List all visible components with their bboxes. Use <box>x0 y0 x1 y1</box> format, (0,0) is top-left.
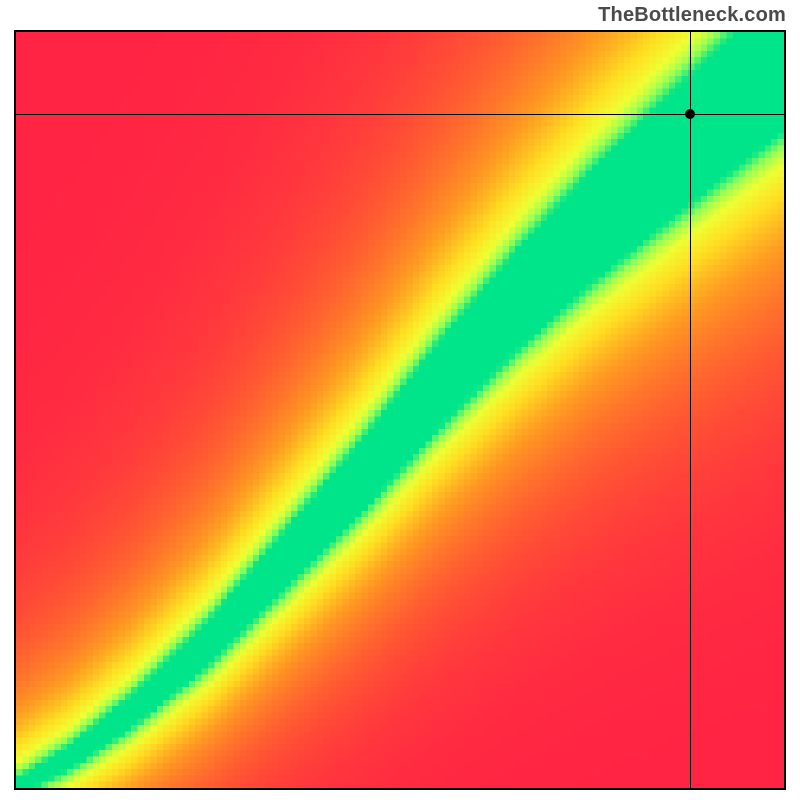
crosshair-vertical <box>690 32 691 788</box>
crosshair-horizontal <box>16 114 784 115</box>
watermark-text: TheBottleneck.com <box>598 4 786 27</box>
bottleneck-heatmap-plot <box>14 30 786 790</box>
heatmap-canvas <box>16 32 784 788</box>
selection-marker[interactable] <box>685 109 695 119</box>
